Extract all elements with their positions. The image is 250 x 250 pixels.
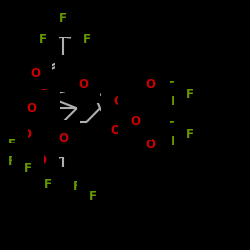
Text: O: O [27,102,37,115]
Text: O: O [113,95,123,108]
Text: F: F [169,120,177,133]
Text: F: F [83,33,91,46]
Text: F: F [8,138,16,151]
Text: O: O [130,102,140,115]
Text: F: F [39,33,47,46]
Text: F: F [186,88,194,102]
Text: O: O [110,124,120,136]
Text: O: O [130,115,140,128]
Text: F: F [59,12,67,25]
Text: O: O [78,78,88,92]
Text: F: F [24,162,32,175]
Text: O: O [30,67,40,80]
Text: O: O [37,154,47,166]
Text: F: F [8,155,16,168]
Text: F: F [171,135,179,148]
Text: O: O [58,132,68,145]
Text: F: F [44,178,52,192]
Text: F: F [89,190,97,203]
Text: O: O [67,67,77,80]
Text: F: F [73,180,81,193]
Text: O: O [145,138,155,151]
Text: O: O [145,78,155,92]
Text: O: O [22,128,32,141]
Text: O: O [38,88,48,102]
Text: F: F [186,128,194,141]
Text: F: F [169,80,177,93]
Text: F: F [171,95,179,108]
